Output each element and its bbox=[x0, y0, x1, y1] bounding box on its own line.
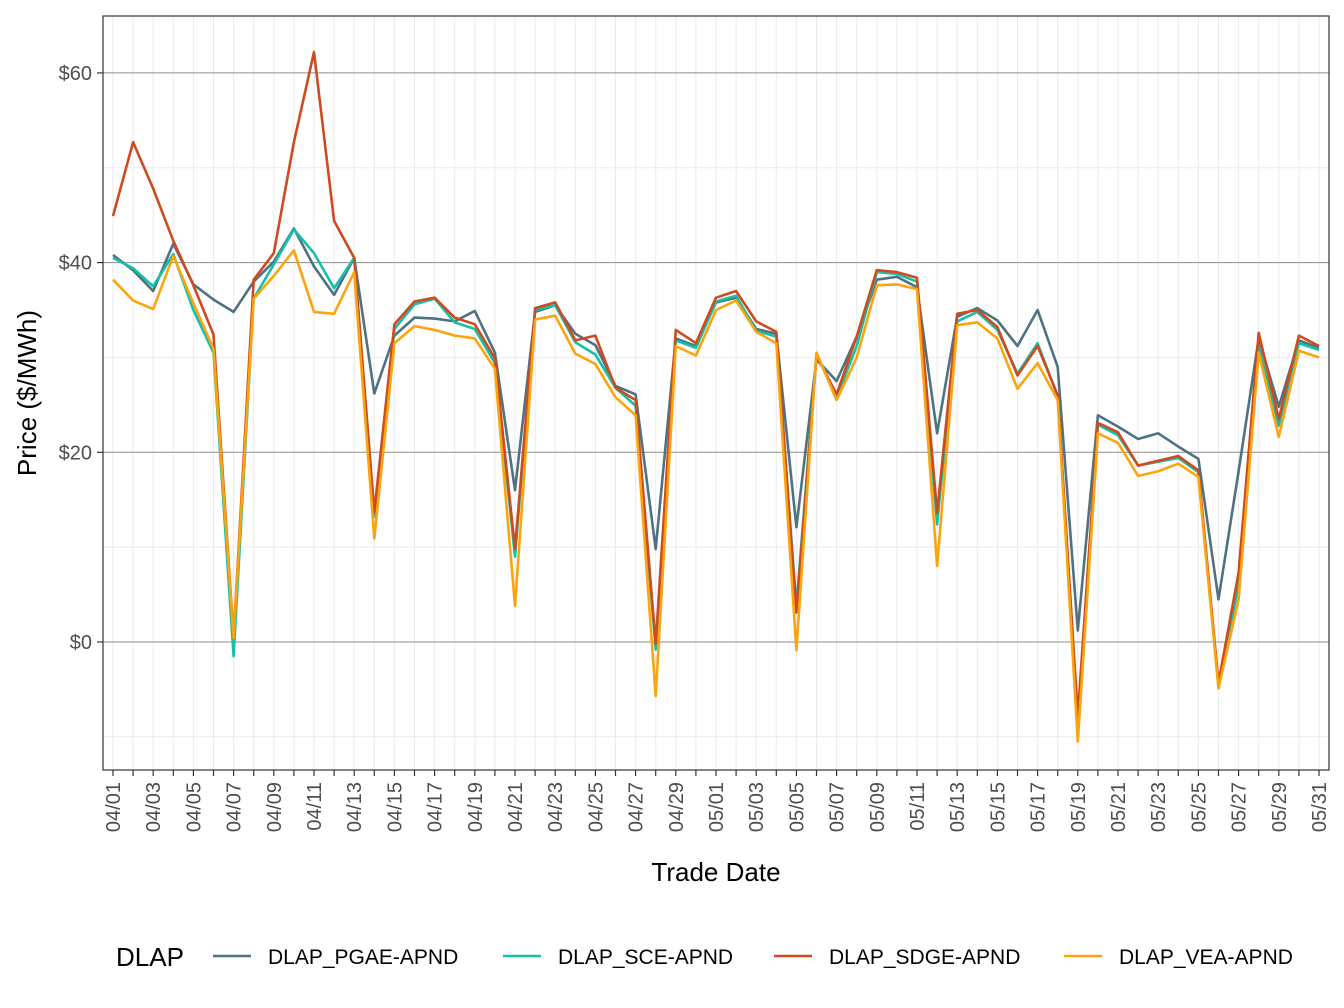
x-tick-label: 05/29 bbox=[1269, 782, 1291, 832]
x-tick-label: 05/23 bbox=[1148, 782, 1170, 832]
x-tick-label: 05/31 bbox=[1309, 782, 1331, 832]
legend-label-dlap-pgae-apnd: DLAP_PGAE-APND bbox=[268, 946, 458, 969]
y-tick-label: $60 bbox=[59, 63, 92, 85]
legend-label-dlap-sce-apnd: DLAP_SCE-APND bbox=[558, 946, 733, 969]
series-line-dlap-sce-apnd bbox=[112, 228, 1320, 722]
x-tick-label: 05/15 bbox=[987, 782, 1009, 832]
legend-label-dlap-sdge-apnd: DLAP_SDGE-APND bbox=[829, 946, 1020, 969]
series-lines bbox=[111, 50, 1320, 743]
series-line-dlap-sdge-apnd bbox=[111, 50, 1320, 718]
legend: DLAP DLAP_PGAE-APND DLAP_SCE-APND DLAP_SDG… bbox=[116, 942, 1293, 972]
x-tick-label: 04/19 bbox=[465, 782, 487, 832]
x-tick-label: 04/01 bbox=[103, 782, 125, 832]
x-tick-label: 04/29 bbox=[666, 782, 688, 832]
x-tick-label: 04/27 bbox=[626, 782, 648, 832]
x-tick-label: 05/09 bbox=[867, 782, 889, 832]
y-tick-label: $0 bbox=[70, 632, 92, 654]
x-tick-label: 05/11 bbox=[907, 782, 929, 831]
x-tick-label: 05/25 bbox=[1188, 782, 1210, 832]
legend-title: DLAP bbox=[116, 942, 184, 972]
x-tick-label: 04/25 bbox=[585, 782, 607, 832]
y-tick-label: $40 bbox=[59, 253, 92, 275]
x-tick-label: 04/21 bbox=[505, 782, 527, 832]
x-tick-label: 04/15 bbox=[384, 782, 406, 832]
x-tick-label: 05/27 bbox=[1229, 782, 1251, 832]
x-tick-label: 05/01 bbox=[706, 782, 728, 832]
x-tick-label: 05/19 bbox=[1068, 782, 1090, 832]
x-tick-label: 05/07 bbox=[827, 782, 849, 832]
x-tick-label: 04/09 bbox=[264, 782, 286, 832]
x-tick-label: 04/05 bbox=[183, 782, 205, 832]
series-line-dlap-vea-apnd bbox=[112, 248, 1320, 743]
x-axis-title: Trade Date bbox=[651, 857, 780, 887]
x-tick-label: 05/17 bbox=[1028, 782, 1050, 832]
x-tick-label: 04/03 bbox=[143, 782, 165, 832]
x-tick-label: 04/23 bbox=[545, 782, 567, 832]
x-tick-label: 04/17 bbox=[425, 782, 447, 832]
x-tick-label: 05/03 bbox=[746, 782, 768, 832]
x-tick-label: 05/21 bbox=[1108, 782, 1130, 832]
x-axis: 04/01 04/03 04/05 04/07 04/09 04/11 04/13 04/15… bbox=[103, 770, 1331, 832]
x-tick-label: 05/13 bbox=[947, 782, 969, 832]
x-tick-label: 04/07 bbox=[224, 782, 246, 832]
x-tick-label: 05/05 bbox=[786, 782, 808, 832]
x-tick-label: 04/13 bbox=[344, 782, 366, 832]
y-axis-title: Price ($/MWh) bbox=[12, 310, 42, 476]
x-tick-label: 04/11 bbox=[304, 782, 326, 831]
y-axis: $0 $20 $40 $60 bbox=[59, 63, 103, 654]
legend-label-dlap-vea-apnd: DLAP_VEA-APND bbox=[1119, 946, 1293, 969]
y-tick-label: $20 bbox=[59, 442, 92, 464]
